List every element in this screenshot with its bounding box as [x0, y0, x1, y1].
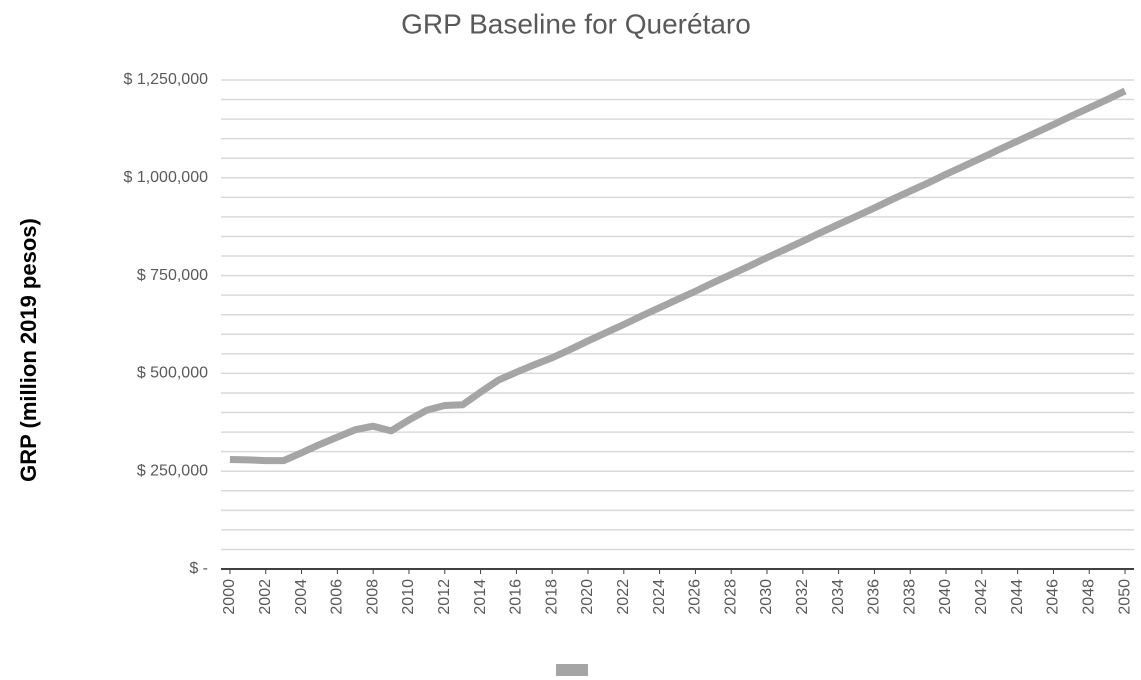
chart-title: GRP Baseline for Querétaro	[401, 8, 751, 39]
x-tick-label: 2030	[758, 579, 775, 615]
y-tick-label: $ 750,000	[137, 267, 208, 284]
x-tick-label: 2016	[508, 579, 525, 615]
x-tick-label: 2028	[722, 579, 739, 615]
legend-swatch	[556, 664, 588, 676]
y-tick-label: $ 250,000	[137, 462, 208, 479]
y-axis-label: GRP (million 2019 pesos)	[16, 218, 41, 482]
x-tick-label: 2026	[687, 579, 704, 615]
y-tick-label: $ 500,000	[137, 365, 208, 382]
x-tick-label: 2024	[651, 579, 668, 615]
x-tick-label: 2014	[472, 579, 489, 615]
y-tick-label: $ 1,000,000	[123, 169, 208, 186]
x-tick-label: 2036	[866, 579, 883, 615]
x-tick-label: 2004	[293, 579, 310, 615]
x-tick-label: 2002	[257, 579, 274, 615]
x-tick-label: 2038	[901, 579, 918, 615]
x-tick-label: 2020	[579, 579, 596, 615]
x-tick-label: 2044	[1009, 579, 1026, 615]
y-tick-label: $ -	[189, 560, 208, 577]
x-tick-label: 2006	[329, 579, 346, 615]
x-tick-label: 2046	[1045, 579, 1062, 615]
x-tick-label: 2018	[543, 579, 560, 615]
series-line	[229, 87, 1127, 465]
x-tick-label: 2040	[937, 579, 954, 615]
x-tick-label: 2050	[1116, 579, 1133, 615]
x-tick-label: 2022	[615, 579, 632, 615]
x-tick-label: 2012	[436, 579, 453, 615]
x-tick-label: 2010	[400, 579, 417, 615]
x-tick-label: 2048	[1080, 579, 1097, 615]
x-tick-label: 2032	[794, 579, 811, 615]
x-tick-label: 2000	[221, 579, 238, 615]
x-tick-label: 2042	[973, 579, 990, 615]
x-tick-label: 2034	[830, 579, 847, 615]
y-tick-label: $ 1,250,000	[123, 71, 208, 88]
x-tick-label: 2008	[364, 579, 381, 615]
